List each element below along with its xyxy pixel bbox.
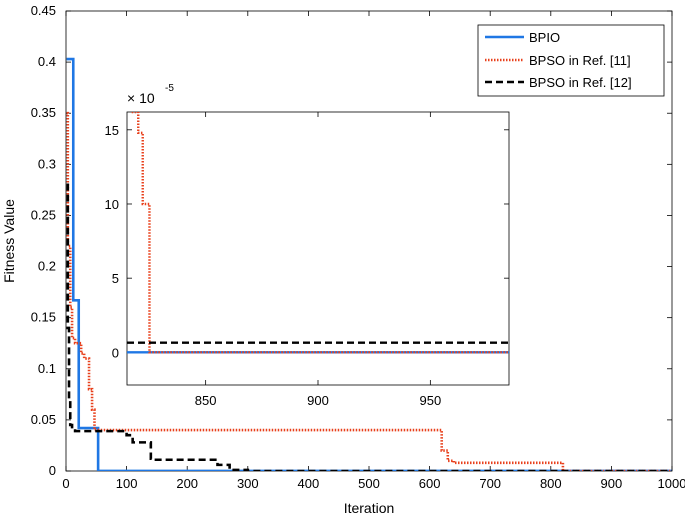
inset-y-tick-label: 15 — [105, 123, 119, 138]
y-tick-label: 0.2 — [38, 259, 56, 274]
x-tick-label: 0 — [62, 476, 69, 491]
inset-series-line-bpso-in-ref-11 — [130, 112, 509, 354]
y-tick-label: 0.05 — [31, 412, 56, 427]
x-tick-label: 900 — [601, 476, 623, 491]
y-tick-label: 0.35 — [31, 105, 56, 120]
y-tick-label: 0 — [49, 463, 56, 478]
series-line-bpso-in-ref-12 — [66, 183, 672, 471]
series-line-bpio — [66, 57, 672, 471]
legend-label-bpso-ref11: BPSO in Ref. [11] — [529, 53, 631, 68]
inset-series — [127, 112, 509, 354]
inset-y-scale-exponent: -5 — [165, 83, 174, 94]
inset-y-tick-label: 10 — [105, 197, 119, 212]
legend-label-bpso-ref12: BPSO in Ref. [12] — [529, 75, 632, 90]
x-tick-label: 600 — [419, 476, 441, 491]
inset-x-tick-label: 850 — [195, 393, 217, 408]
inset-x-tick-label: 900 — [307, 393, 329, 408]
legend-label-bpio: BPIO — [529, 30, 560, 45]
inset-y-tick-label: 5 — [112, 271, 119, 286]
x-tick-label: 700 — [479, 476, 501, 491]
x-tick-label: 500 — [358, 476, 380, 491]
x-axis-label: Iteration — [344, 500, 395, 516]
series-line-bpso-in-ref-11 — [66, 111, 672, 471]
x-tick-label: 400 — [298, 476, 320, 491]
x-tick-label: 100 — [116, 476, 138, 491]
y-tick-label: 0.4 — [38, 54, 56, 69]
x-tick-label: 300 — [237, 476, 259, 491]
y-tick-label: 0.3 — [38, 156, 56, 171]
x-tick-label: 200 — [176, 476, 198, 491]
y-axis-label: Fitness Value — [1, 199, 17, 283]
y-tick-label: 0.45 — [31, 3, 56, 18]
inset-x-tick-label: 950 — [420, 393, 442, 408]
inset-plot-frame — [126, 111, 510, 386]
main-ticks: 0 100 200 300 400 500 600 700 800 900 100000.050.1… — [31, 3, 685, 491]
y-tick-label: 0.15 — [31, 310, 56, 325]
x-tick-label: 1000 — [658, 476, 685, 491]
x-tick-label: 800 — [540, 476, 562, 491]
main-series — [66, 57, 672, 471]
legend: BPIO BPSO in Ref. [11] BPSO in Ref. [12] — [477, 24, 665, 97]
inset-y-scale-label: × 10 — [127, 90, 155, 106]
inset-y-tick-label: 0 — [112, 345, 119, 360]
inset-ticks: 850 900 950 0 5 10 15 — [105, 112, 509, 408]
inset-axes: 850 900 950 0 5 10 15 × 10 -5 — [105, 83, 510, 408]
y-tick-label: 0.1 — [38, 361, 56, 376]
y-tick-label: 0.25 — [31, 207, 56, 222]
